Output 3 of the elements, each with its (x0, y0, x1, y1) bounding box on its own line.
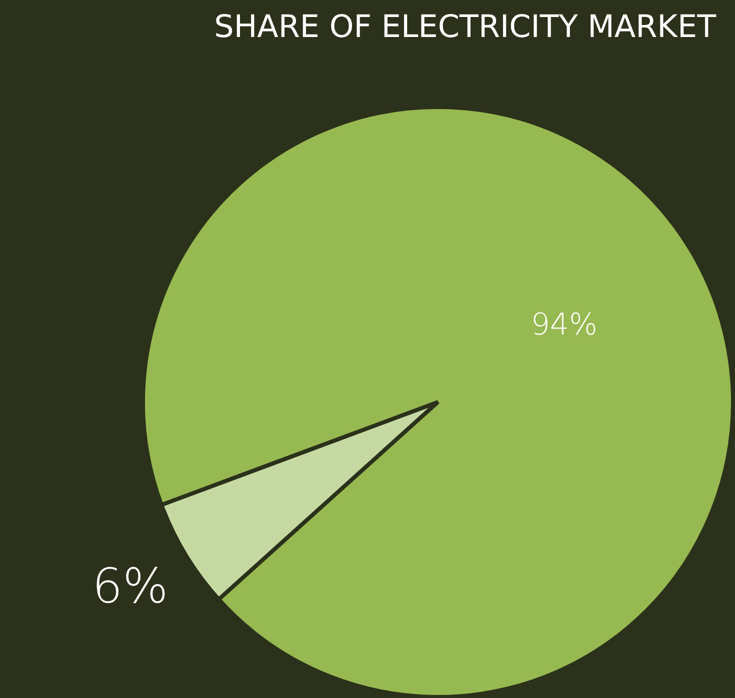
chart-title: SHARE OF ELECTRICITY MARKET (214, 9, 718, 45)
data-label: 6% (92, 558, 168, 614)
data-label: 94% (530, 308, 598, 343)
